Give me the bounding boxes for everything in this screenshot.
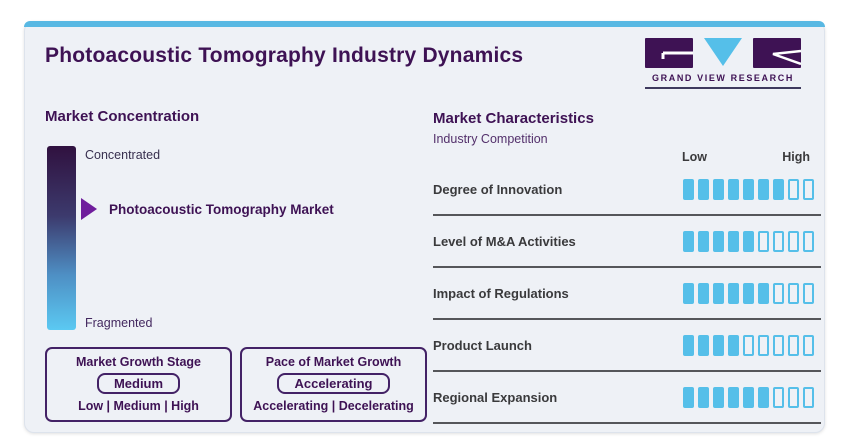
industry-competition-subheading: Industry Competition bbox=[433, 132, 548, 146]
gvr-logo-marks bbox=[645, 38, 801, 70]
market-growth-stage-box: Market Growth Stage Medium Low | Medium … bbox=[45, 347, 232, 422]
characteristic-label: Impact of Regulations bbox=[433, 285, 569, 301]
rating-cell-filled bbox=[713, 178, 724, 200]
market-position-label: Photoacoustic Tomography Market bbox=[109, 202, 334, 217]
market-characteristics-panel: Market Characteristics Industry Competit… bbox=[433, 110, 821, 424]
rating-cell-filled bbox=[683, 178, 694, 200]
rating-meter bbox=[683, 386, 814, 408]
rating-cell-empty bbox=[788, 334, 799, 356]
market-concentration-heading: Market Concentration bbox=[45, 108, 200, 125]
rating-cell-filled bbox=[758, 178, 769, 200]
rating-cell-empty bbox=[788, 386, 799, 408]
rating-cell-filled bbox=[683, 386, 694, 408]
rating-cell-empty bbox=[788, 282, 799, 304]
rating-cell-empty bbox=[773, 282, 784, 304]
rating-cell-empty bbox=[788, 230, 799, 252]
rating-cell-empty bbox=[803, 178, 814, 200]
characteristic-row: Impact of Regulations bbox=[433, 268, 821, 320]
characteristic-label: Level of M&A Activities bbox=[433, 233, 576, 249]
rating-cell-filled bbox=[683, 230, 694, 252]
rating-cell-filled bbox=[773, 178, 784, 200]
rating-meter bbox=[683, 334, 814, 356]
rating-cell-filled bbox=[683, 282, 694, 304]
rating-scale-low-label: Low bbox=[682, 150, 707, 164]
rating-cell-filled bbox=[713, 230, 724, 252]
rating-cell-empty bbox=[803, 334, 814, 356]
market-position-arrow-icon bbox=[81, 198, 97, 220]
gvr-logo-r-icon bbox=[753, 38, 801, 68]
rating-cell-filled bbox=[683, 334, 694, 356]
pace-of-growth-title: Pace of Market Growth bbox=[265, 355, 402, 369]
concentration-scale-bottom-label: Fragmented bbox=[85, 316, 153, 330]
rating-scale-labels: Low High bbox=[682, 150, 814, 164]
card-top-accent-bar bbox=[24, 21, 825, 27]
rating-cell-filled bbox=[698, 334, 709, 356]
gvr-logo-g-icon bbox=[645, 38, 693, 68]
rating-cell-filled bbox=[758, 386, 769, 408]
rating-cell-empty bbox=[803, 230, 814, 252]
infographic-card: Photoacoustic Tomography Industry Dynami… bbox=[24, 21, 825, 433]
rating-cell-empty bbox=[773, 230, 784, 252]
rating-cell-filled bbox=[698, 230, 709, 252]
page-title: Photoacoustic Tomography Industry Dynami… bbox=[45, 44, 524, 67]
rating-cell-filled bbox=[743, 386, 754, 408]
characteristic-row: Product Launch bbox=[433, 320, 821, 372]
gvr-logo-brand-text: GRAND VIEW RESEARCH bbox=[652, 73, 794, 83]
rating-cell-empty bbox=[743, 334, 754, 356]
rating-cell-empty bbox=[803, 386, 814, 408]
rating-cell-filled bbox=[743, 178, 754, 200]
market-characteristics-heading: Market Characteristics bbox=[433, 110, 594, 127]
market-growth-stage-title: Market Growth Stage bbox=[75, 355, 202, 369]
growth-boxes: Market Growth Stage Medium Low | Medium … bbox=[45, 347, 427, 422]
rating-cell-filled bbox=[728, 230, 739, 252]
characteristic-label: Product Launch bbox=[433, 337, 532, 353]
characteristic-row: Degree of Innovation bbox=[433, 164, 821, 216]
rating-cell-filled bbox=[728, 334, 739, 356]
rating-cell-filled bbox=[713, 386, 724, 408]
rating-cell-filled bbox=[713, 334, 724, 356]
rating-meter bbox=[683, 178, 814, 200]
gvr-logo-v-icon bbox=[704, 38, 742, 66]
rating-cell-empty bbox=[788, 178, 799, 200]
rating-cell-filled bbox=[728, 178, 739, 200]
rating-cell-filled bbox=[713, 282, 724, 304]
rating-cell-filled bbox=[743, 282, 754, 304]
rating-cell-filled bbox=[728, 282, 739, 304]
gvr-logo: GRAND VIEW RESEARCH bbox=[645, 38, 801, 89]
characteristic-label: Degree of Innovation bbox=[433, 181, 563, 197]
rating-scale-high-label: High bbox=[782, 150, 810, 164]
characteristic-row: Regional Expansion bbox=[433, 372, 821, 424]
pace-of-growth-box: Pace of Market Growth Accelerating Accel… bbox=[240, 347, 427, 422]
pace-of-growth-options: Accelerating | Decelerating bbox=[253, 399, 414, 413]
characteristic-row: Level of M&A Activities bbox=[433, 216, 821, 268]
rating-cell-empty bbox=[758, 230, 769, 252]
rating-cell-empty bbox=[803, 282, 814, 304]
concentration-gradient-bar bbox=[47, 146, 76, 330]
rating-cell-filled bbox=[743, 230, 754, 252]
characteristics-rows: Degree of Innovation Level of M&A Activi… bbox=[433, 164, 821, 424]
market-growth-stage-options: Low | Medium | High bbox=[78, 399, 199, 413]
market-growth-stage-value: Medium bbox=[96, 373, 181, 394]
rating-cell-empty bbox=[773, 334, 784, 356]
rating-cell-empty bbox=[758, 334, 769, 356]
rating-cell-filled bbox=[698, 282, 709, 304]
rating-cell-filled bbox=[698, 386, 709, 408]
pace-of-growth-value: Accelerating bbox=[277, 373, 390, 394]
rating-cell-filled bbox=[698, 178, 709, 200]
rating-meter bbox=[683, 230, 814, 252]
rating-cell-filled bbox=[758, 282, 769, 304]
rating-meter bbox=[683, 282, 814, 304]
rating-cell-empty bbox=[773, 386, 784, 408]
characteristic-label: Regional Expansion bbox=[433, 389, 558, 405]
rating-cell-filled bbox=[728, 386, 739, 408]
concentration-scale-top-label: Concentrated bbox=[85, 148, 161, 162]
